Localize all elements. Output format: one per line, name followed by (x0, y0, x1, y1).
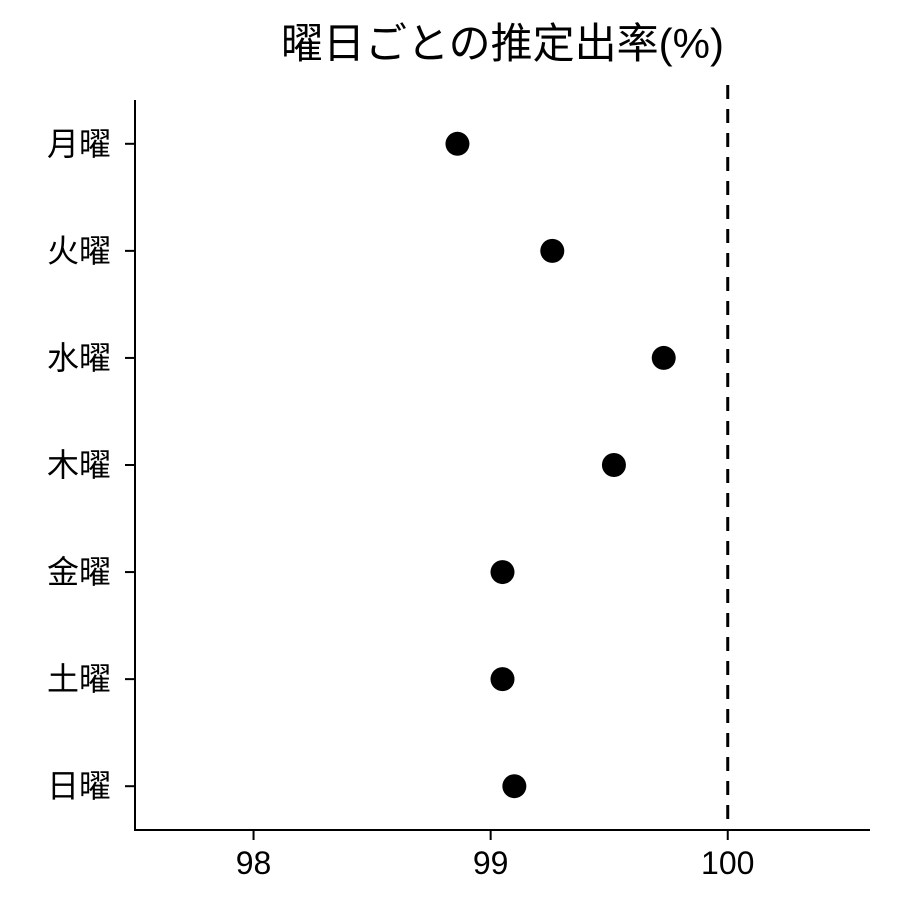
chart-container: 曜日ごとの推定出率(%) 月曜火曜水曜木曜金曜土曜日曜 98 99 100 (0, 0, 900, 900)
x-axis-label: 100 (701, 845, 754, 881)
y-axis-label: 土曜 (47, 661, 111, 697)
chart-title: 曜日ごとの推定出率(%) (281, 20, 724, 67)
data-point (445, 132, 469, 156)
data-point (652, 346, 676, 370)
x-axis-label: 99 (473, 845, 509, 881)
y-axis-label: 木曜 (47, 447, 111, 483)
y-axis-label: 金曜 (47, 554, 111, 590)
data-point (491, 560, 515, 584)
y-axis-label: 火曜 (47, 233, 111, 269)
data-point (602, 453, 626, 477)
y-axis-label: 月曜 (47, 126, 111, 162)
y-axis-label: 日曜 (47, 768, 111, 804)
dot-chart: 曜日ごとの推定出率(%) 月曜火曜水曜木曜金曜土曜日曜 98 99 100 (0, 0, 900, 900)
data-point (491, 667, 515, 691)
y-axis-label: 水曜 (47, 340, 111, 376)
x-axis-label: 98 (236, 845, 272, 881)
data-point (540, 239, 564, 263)
axis-frame (135, 100, 870, 830)
data-point (502, 774, 526, 798)
